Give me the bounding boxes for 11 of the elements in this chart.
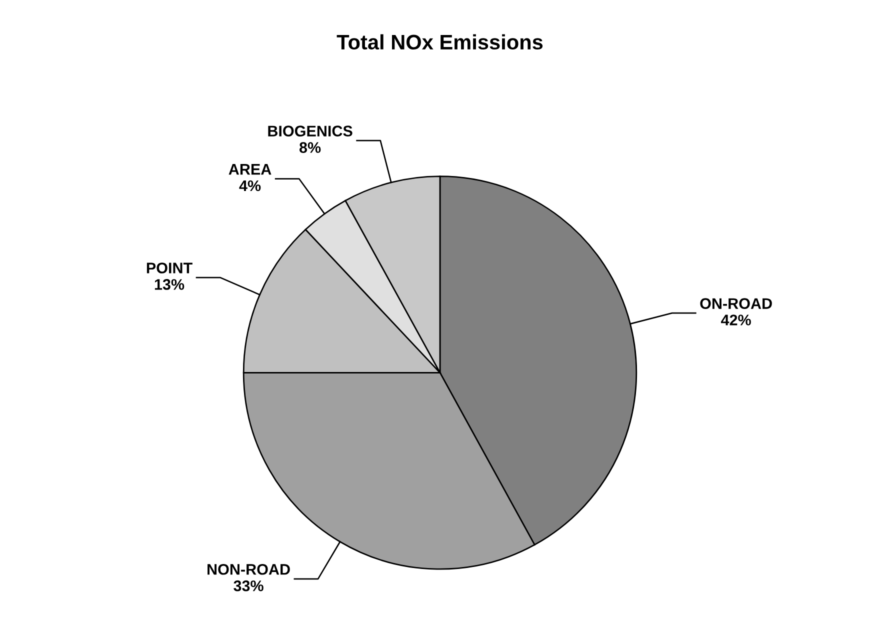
data-label: 33% bbox=[234, 580, 264, 592]
slice-label: AREA bbox=[228, 164, 272, 175]
data-label: 42% bbox=[721, 314, 751, 326]
data-label: 13% bbox=[154, 279, 184, 290]
slice-label: BIOGENICS bbox=[268, 126, 352, 136]
chart-title: Total NOx Emissions bbox=[336, 34, 543, 50]
slice-label: ON-ROAD bbox=[700, 298, 772, 309]
data-label: 8% bbox=[299, 142, 321, 153]
slice-label: NON-ROAD bbox=[208, 564, 290, 575]
data-label: 4% bbox=[239, 180, 261, 192]
slice-label: POINT bbox=[146, 262, 192, 274]
